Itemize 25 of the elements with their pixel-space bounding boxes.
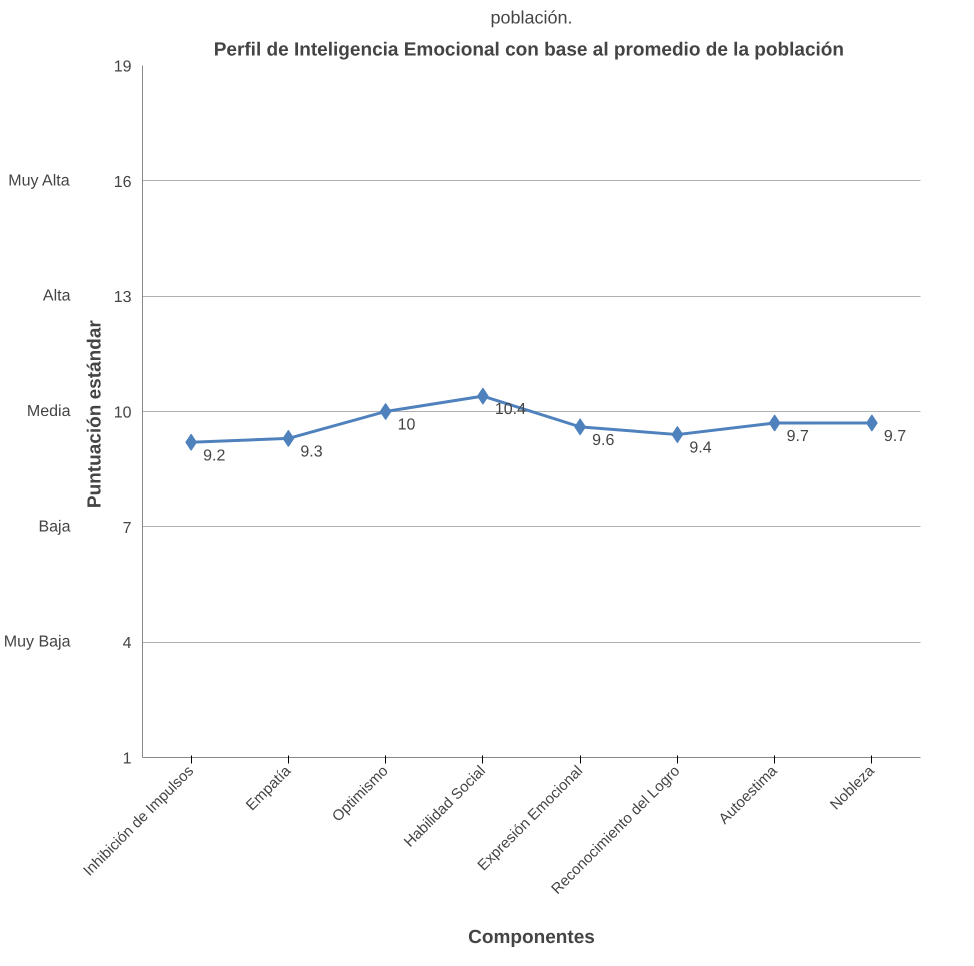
- y-tick-label: 1: [122, 750, 132, 768]
- y-tick-label: 7: [122, 520, 132, 537]
- y-tick-label: 19: [114, 58, 132, 76]
- data-label: 10: [398, 416, 416, 434]
- data-label: 9.7: [884, 428, 906, 446]
- text: población.: [490, 8, 573, 28]
- text: Muy Alta: [8, 172, 70, 190]
- data-label: 9.3: [300, 443, 323, 460]
- y-tick-label: 10: [114, 404, 132, 422]
- text: Media: [26, 403, 71, 420]
- data-label: 9.2: [203, 447, 226, 464]
- text: Baja: [38, 518, 71, 536]
- point: [380, 403, 392, 420]
- data-label: 10.4: [494, 401, 526, 418]
- text: Alta: [42, 288, 71, 305]
- y-tick-label: 16: [114, 174, 132, 191]
- y-tick-label: 4: [122, 635, 132, 652]
- y-tick-label: 13: [114, 289, 132, 306]
- data-label: 9.4: [689, 440, 712, 457]
- data-label: 9.6: [592, 432, 614, 449]
- chart-title: Perfil de Inteligencia Emocional con base al promedio de la población: [214, 40, 844, 60]
- y-axis-title: Puntuación estándar: [84, 320, 106, 508]
- data-label: 9.7: [786, 428, 809, 446]
- x-axis-title: Componentes: [468, 926, 595, 948]
- text: Muy Baja: [4, 634, 71, 651]
